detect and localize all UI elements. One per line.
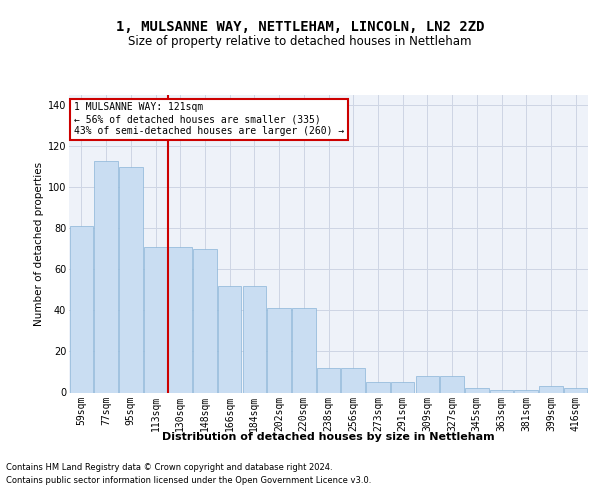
Text: Size of property relative to detached houses in Nettleham: Size of property relative to detached ho… xyxy=(128,35,472,48)
Bar xyxy=(440,376,464,392)
Bar xyxy=(119,167,143,392)
Bar xyxy=(416,376,439,392)
Text: Contains HM Land Registry data © Crown copyright and database right 2024.: Contains HM Land Registry data © Crown c… xyxy=(6,462,332,471)
Text: 1, MULSANNE WAY, NETTLEHAM, LINCOLN, LN2 2ZD: 1, MULSANNE WAY, NETTLEHAM, LINCOLN, LN2… xyxy=(116,20,484,34)
Bar xyxy=(341,368,365,392)
Bar xyxy=(391,382,415,392)
Y-axis label: Number of detached properties: Number of detached properties xyxy=(34,162,44,326)
Bar xyxy=(292,308,316,392)
Bar xyxy=(564,388,587,392)
Bar xyxy=(70,226,93,392)
Bar xyxy=(193,249,217,392)
Bar xyxy=(242,286,266,393)
Bar xyxy=(144,247,167,392)
Bar xyxy=(169,247,192,392)
Text: 1 MULSANNE WAY: 121sqm
← 56% of detached houses are smaller (335)
43% of semi-de: 1 MULSANNE WAY: 121sqm ← 56% of detached… xyxy=(74,102,344,136)
Bar xyxy=(94,160,118,392)
Bar xyxy=(268,308,291,392)
Bar xyxy=(465,388,488,392)
Bar xyxy=(218,286,241,393)
Bar xyxy=(366,382,389,392)
Text: Distribution of detached houses by size in Nettleham: Distribution of detached houses by size … xyxy=(163,432,495,442)
Bar xyxy=(514,390,538,392)
Bar xyxy=(539,386,563,392)
Text: Contains public sector information licensed under the Open Government Licence v3: Contains public sector information licen… xyxy=(6,476,371,485)
Bar xyxy=(490,390,513,392)
Bar xyxy=(317,368,340,392)
